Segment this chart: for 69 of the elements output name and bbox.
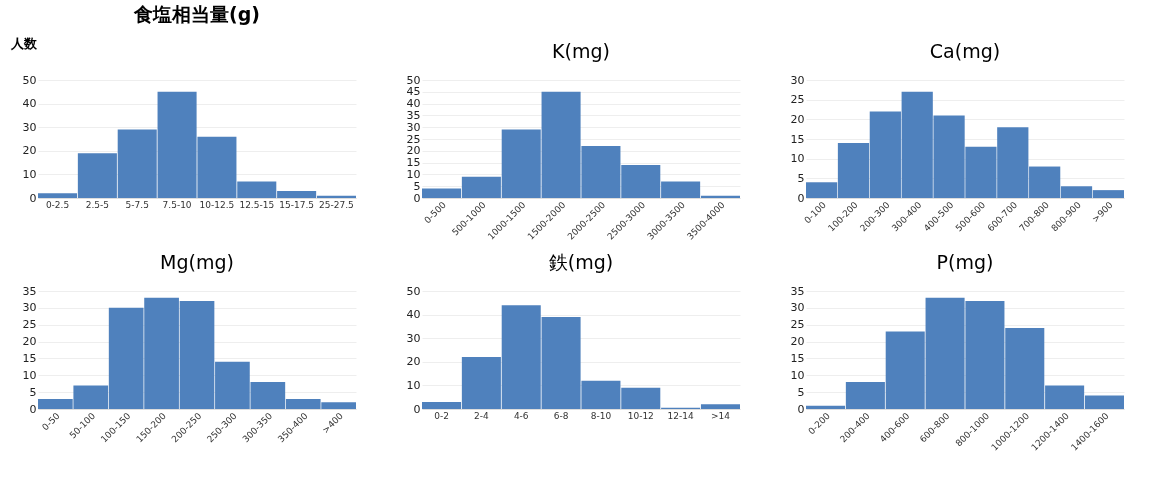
y-tick-label: 0 bbox=[797, 191, 805, 205]
y-tick-label: 5 bbox=[413, 179, 421, 193]
y-tick-label: 20 bbox=[406, 144, 421, 158]
y-tick-label: 40 bbox=[406, 97, 421, 111]
y-tick-label: 15 bbox=[790, 132, 805, 146]
y-tick-label: 50 bbox=[22, 73, 37, 87]
y-tick-label: 15 bbox=[22, 351, 37, 365]
y-tick-label: 0 bbox=[29, 191, 37, 205]
y-tick-label: 20 bbox=[406, 355, 421, 369]
y-tick-label: 30 bbox=[406, 120, 421, 134]
x-tick-label: 7.5-10 bbox=[162, 199, 192, 210]
x-tick-label: 12-14 bbox=[667, 410, 694, 421]
x-tick-label: 4-6 bbox=[513, 410, 529, 421]
y-axis-title: 人数 bbox=[9, 35, 38, 51]
chart-title: Ca(mg) bbox=[929, 40, 1001, 62]
x-tick-label: 0-2 bbox=[434, 410, 449, 421]
y-tick-label: 10 bbox=[790, 152, 805, 166]
y-tick-label: 5 bbox=[29, 385, 37, 399]
y-tick-label: 50 bbox=[406, 73, 421, 87]
x-tick-label: 15-17.5 bbox=[279, 199, 314, 210]
y-tick-label: 30 bbox=[22, 301, 37, 315]
y-tick-label: 10 bbox=[406, 167, 421, 181]
y-tick-label: 0 bbox=[29, 402, 37, 416]
y-tick-label: 10 bbox=[22, 167, 37, 181]
y-tick-label: 0 bbox=[797, 402, 805, 416]
x-tick-label: 12.5-15 bbox=[239, 199, 275, 210]
x-tick-label: 25-27.5 bbox=[319, 199, 354, 210]
chart-title: Mg(mg) bbox=[160, 251, 234, 273]
x-tick-label: 2-4 bbox=[474, 410, 489, 421]
y-tick-label: 30 bbox=[790, 73, 805, 87]
y-tick-label: 20 bbox=[22, 144, 37, 158]
y-tick-label: 20 bbox=[790, 112, 805, 126]
x-tick-label: 10-12 bbox=[627, 410, 654, 421]
x-tick-label: 6-8 bbox=[553, 410, 569, 421]
y-tick-label: 25 bbox=[406, 132, 421, 146]
y-tick-label: 50 bbox=[406, 284, 421, 298]
y-tick-label: 15 bbox=[790, 351, 805, 365]
y-tick-label: 35 bbox=[406, 108, 421, 122]
y-tick-label: 25 bbox=[790, 93, 805, 107]
y-tick-label: 40 bbox=[406, 308, 421, 322]
chart-title: K(mg) bbox=[552, 40, 610, 62]
x-tick-label: 5-7.5 bbox=[125, 199, 149, 210]
y-tick-label: 25 bbox=[22, 318, 37, 332]
y-tick-label: 40 bbox=[22, 97, 37, 111]
y-tick-label: 0 bbox=[413, 191, 421, 205]
y-tick-label: 30 bbox=[790, 301, 805, 315]
y-tick-label: 5 bbox=[797, 171, 805, 185]
y-tick-label: 35 bbox=[22, 284, 37, 298]
y-tick-label: 20 bbox=[790, 335, 805, 349]
y-tick-label: 25 bbox=[790, 318, 805, 332]
chart-title: P(mg) bbox=[936, 251, 994, 273]
y-tick-label: 45 bbox=[406, 85, 421, 99]
x-tick-label: 0-2.5 bbox=[45, 199, 70, 210]
chart-title: 食塩相当量(g) bbox=[133, 3, 260, 25]
y-tick-label: 15 bbox=[406, 156, 421, 170]
y-tick-label: 10 bbox=[22, 368, 37, 382]
y-tick-label: 35 bbox=[790, 284, 805, 298]
y-tick-label: 30 bbox=[22, 120, 37, 134]
y-tick-label: 10 bbox=[790, 368, 805, 382]
chart-title: 鉄(mg) bbox=[548, 251, 614, 273]
y-tick-label: 10 bbox=[406, 378, 421, 392]
y-tick-label: 0 bbox=[413, 402, 421, 416]
x-tick-label: 2.5-5 bbox=[85, 199, 110, 210]
x-tick-label: 8-10 bbox=[590, 410, 612, 421]
y-tick-label: 20 bbox=[22, 335, 37, 349]
y-tick-label: 5 bbox=[797, 385, 805, 399]
x-tick-label: >14 bbox=[710, 410, 731, 421]
y-tick-label: 30 bbox=[406, 331, 421, 345]
x-tick-label: 10-12.5 bbox=[199, 199, 235, 210]
